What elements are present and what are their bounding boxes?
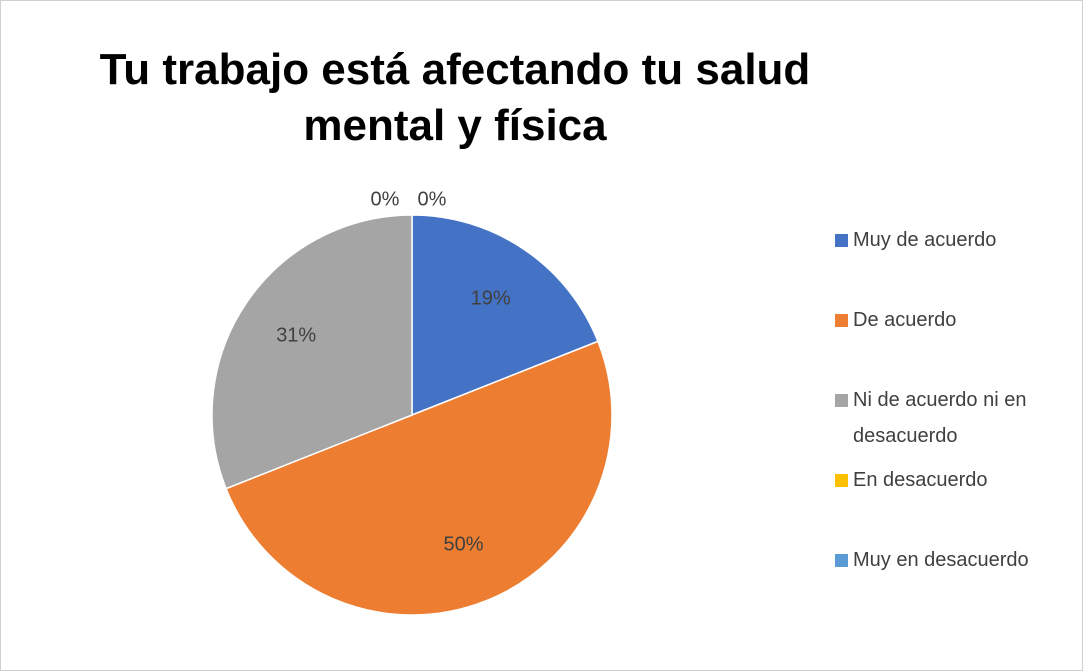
legend-swatch	[835, 314, 848, 327]
legend-swatch	[835, 474, 848, 487]
legend-label: Muy en desacuerdo	[853, 549, 1029, 571]
pie-slice	[211, 214, 413, 490]
data-label: 50%	[444, 533, 484, 555]
pie-slice	[225, 340, 613, 616]
chart-title: Tu trabajo está afectando tu salud menta…	[99, 45, 811, 150]
legend-swatch	[835, 234, 848, 247]
data-label: 31%	[276, 325, 316, 347]
data-label: 19%	[471, 287, 511, 309]
legend-label: En desacuerdo	[853, 469, 988, 491]
data-label: 0%	[371, 188, 400, 210]
data-label: 0%	[418, 188, 447, 210]
legend-item: Ni de acuerdo ni en desacuerdo	[835, 382, 1075, 454]
legend-label: Muy de acuerdo	[853, 229, 997, 251]
legend-item: En desacuerdo	[835, 462, 1075, 498]
legend-item: Muy de acuerdo	[835, 222, 1075, 258]
legend-label: De acuerdo	[853, 309, 957, 331]
legend-swatch	[835, 554, 848, 567]
pie-slice	[411, 214, 599, 417]
legend-label: Ni de acuerdo ni en desacuerdo	[853, 389, 1027, 447]
legend-item: Muy en desacuerdo	[835, 542, 1075, 578]
legend-swatch	[835, 394, 848, 407]
legend-item: De acuerdo	[835, 302, 1075, 338]
